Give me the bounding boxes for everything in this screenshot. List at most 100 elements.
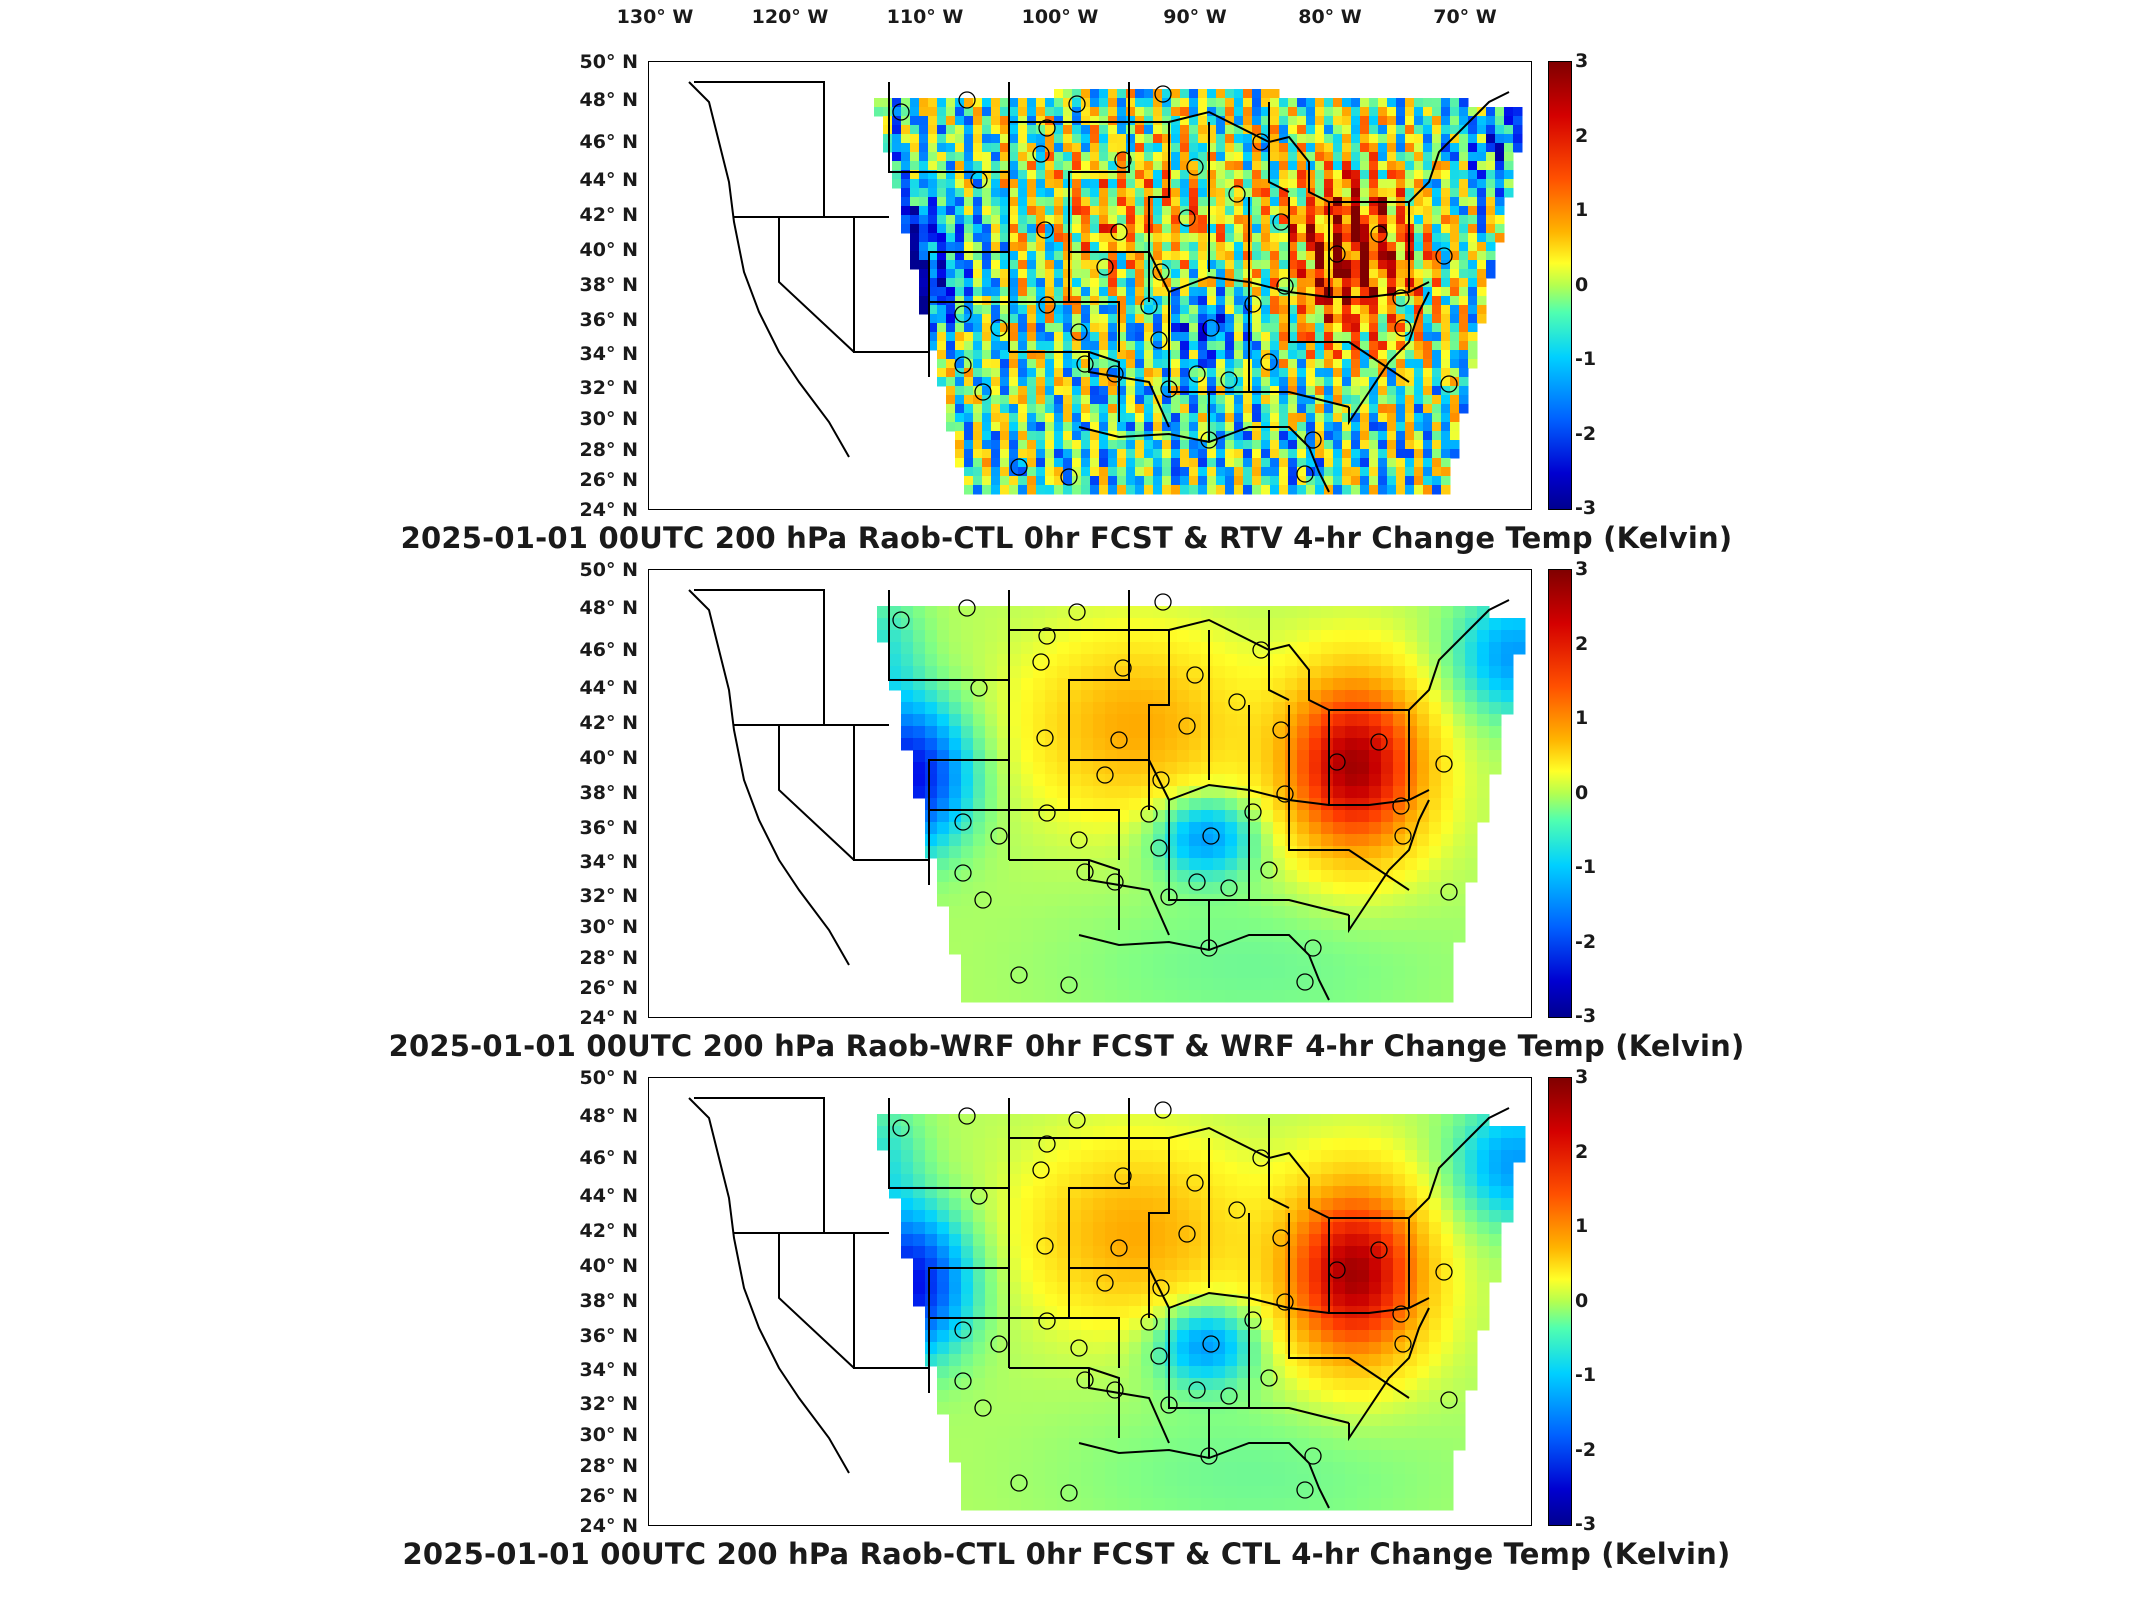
lon-label: 80° W: [1298, 6, 1362, 28]
raob-station-marker: [1076, 355, 1094, 373]
raob-station-marker: [1150, 331, 1168, 349]
panel-caption: 2025-01-01 00UTC 200 hPa Raob-CTL 0hr FC…: [402, 1537, 1731, 1571]
raob-station-marker: [1440, 883, 1458, 901]
raob-station-marker: [1178, 209, 1196, 227]
lon-label: 120° W: [751, 6, 829, 28]
raob-station-marker: [1296, 1481, 1314, 1499]
colorbar-tick-label: 2: [1575, 124, 1589, 147]
lat-label: 44° N: [579, 677, 638, 699]
raob-station-marker: [1110, 223, 1128, 241]
temperature-field: [877, 606, 1526, 1003]
colorbar-tick-label: 3: [1575, 50, 1589, 72]
lat-label: 36° N: [579, 817, 638, 839]
raob-station-marker: [1276, 1293, 1294, 1311]
raob-station-marker: [1036, 221, 1054, 239]
lat-label: 32° N: [579, 377, 638, 399]
temperature-map-1: [648, 61, 1532, 510]
raob-station-marker: [1202, 319, 1220, 337]
raob-station-marker: [1260, 353, 1278, 371]
raob-station-marker: [1440, 375, 1458, 393]
raob-station-marker: [1068, 95, 1086, 113]
raob-station-marker: [1010, 458, 1028, 476]
colorbar-tick-label: -3: [1575, 1513, 1597, 1535]
lat-label: 24° N: [579, 499, 638, 521]
raob-station-marker: [1304, 1447, 1322, 1465]
lat-label: 34° N: [579, 343, 638, 365]
raob-station-marker: [1392, 1305, 1410, 1323]
lon-label: 70° W: [1433, 6, 1497, 28]
raob-station-marker: [1096, 258, 1114, 276]
temperature-field: [877, 1114, 1526, 1511]
lat-label: 26° N: [579, 1485, 638, 1507]
raob-station-marker: [1032, 1161, 1050, 1179]
raob-station-marker: [990, 1335, 1008, 1353]
raob-station-marker: [1200, 939, 1218, 957]
raob-station-marker: [1160, 1396, 1178, 1414]
raob-station-marker: [1328, 1261, 1346, 1279]
temperature-map-3: [648, 1077, 1532, 1526]
raob-station-marker: [1276, 785, 1294, 803]
raob-station-marker: [1010, 966, 1028, 984]
lat-label: 36° N: [579, 1325, 638, 1347]
raob-station-marker: [954, 1321, 972, 1339]
lat-label: 40° N: [579, 747, 638, 769]
raob-station-marker: [974, 383, 992, 401]
raob-station-marker: [954, 356, 972, 374]
lat-label: 48° N: [579, 1105, 638, 1127]
colorbar-tick-label: -3: [1575, 1005, 1597, 1027]
temperature-field: [874, 89, 1523, 495]
raob-station-marker: [1038, 1135, 1056, 1153]
lat-label: 28° N: [579, 439, 638, 461]
raob-station-marker: [1114, 1167, 1132, 1185]
raob-station-marker: [1296, 465, 1314, 483]
raob-station-marker: [1392, 289, 1410, 307]
raob-station-marker: [1110, 1239, 1128, 1257]
raob-station-marker: [970, 171, 988, 189]
raob-station-marker: [1060, 1484, 1078, 1502]
raob-station-marker: [1304, 939, 1322, 957]
raob-station-marker: [974, 1399, 992, 1417]
lat-label: 32° N: [579, 1393, 638, 1415]
raob-station-marker: [970, 1187, 988, 1205]
lat-label: 36° N: [579, 309, 638, 331]
raob-station-marker: [1244, 295, 1262, 313]
lon-label: 90° W: [1163, 6, 1227, 28]
raob-station-marker: [1154, 85, 1172, 103]
lat-label: 46° N: [579, 131, 638, 153]
raob-station-marker: [1152, 263, 1170, 281]
raob-station-marker: [1110, 731, 1128, 749]
raob-station-marker: [1435, 247, 1453, 265]
panel-caption: 2025-01-01 00UTC 200 hPa Raob-WRF 0hr FC…: [388, 1029, 1745, 1063]
colorbar-tick-label: 2: [1575, 632, 1589, 655]
raob-station-marker: [1370, 225, 1388, 243]
colorbar-tick-label: -1: [1575, 1364, 1597, 1386]
raob-station-marker: [1032, 653, 1050, 671]
lat-label: 40° N: [579, 1255, 638, 1277]
raob-station-marker: [1228, 1201, 1246, 1219]
raob-station-marker: [1296, 973, 1314, 991]
raob-station-marker: [1154, 593, 1172, 611]
raob-station-marker: [1435, 1263, 1453, 1281]
raob-station-marker: [1038, 1312, 1056, 1330]
raob-station-marker: [1272, 1229, 1290, 1247]
raob-station-marker: [1140, 297, 1158, 315]
raob-station-marker: [1070, 323, 1088, 341]
raob-station-marker: [1096, 766, 1114, 784]
raob-station-marker: [954, 305, 972, 323]
raob-station-marker: [1228, 185, 1246, 203]
raob-station-marker: [1178, 717, 1196, 735]
lat-label: 26° N: [579, 977, 638, 999]
raob-station-marker: [1140, 1313, 1158, 1331]
raob-station-marker: [1186, 666, 1204, 684]
raob-station-marker: [1070, 1339, 1088, 1357]
raob-station-marker: [1394, 827, 1412, 845]
raob-station-marker: [1392, 797, 1410, 815]
colorbar: [1548, 569, 1572, 1018]
raob-station-marker: [974, 891, 992, 909]
raob-station-marker: [1440, 1391, 1458, 1409]
raob-station-marker: [1244, 803, 1262, 821]
colorbar-tick-label: 0: [1575, 781, 1589, 804]
raob-station-marker: [1304, 431, 1322, 449]
raob-station-marker: [1160, 888, 1178, 906]
lat-label: 48° N: [579, 89, 638, 111]
